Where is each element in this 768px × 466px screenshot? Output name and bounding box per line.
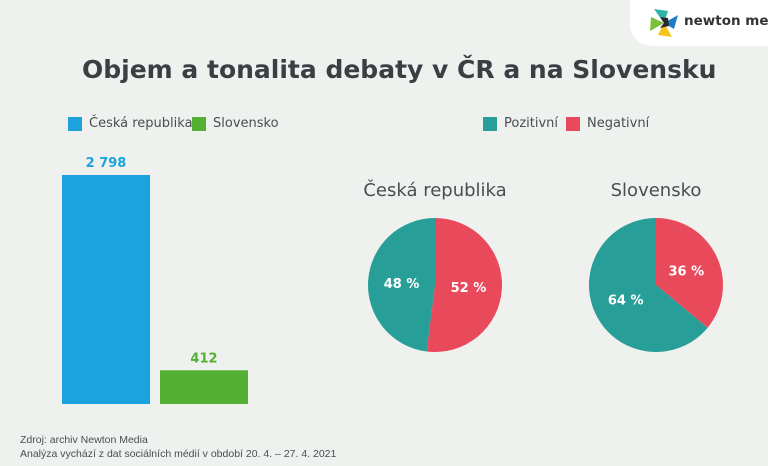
pie-title-slovensko: Slovensko [610,180,702,201]
legend-swatch [566,116,580,131]
legend-label: Slovensko [213,116,279,131]
pie-value-label: 48 % [384,277,420,292]
legend-swatch [483,116,497,131]
footer-source: Zdroj: archiv Newton Media [20,434,148,446]
chart-title: Objem a tonalita debaty v ČR a na Sloven… [82,55,717,84]
bar-value-label: 412 [190,351,217,366]
legend-label: Negativní [587,116,650,131]
pie-value-label: 64 % [608,293,644,308]
pie-title-ceska-republika: Česká republika [363,180,507,201]
logo: newton media [630,0,768,46]
legend-item-pozitivni: Pozitivní [483,116,558,131]
bar-ceska-republika [62,175,150,404]
legend-item-slovensko: Slovensko [192,116,279,131]
legend-item-ceska-republika: Česká republika [68,116,193,131]
pie-slice-ceska-republika-pozitivni [368,218,435,352]
legend-item-negativni: Negativní [566,116,649,131]
newton-media-logo-icon [650,9,678,37]
bar-value-label: 2 798 [86,156,127,171]
pie-slice-slovensko-negativni [656,218,723,328]
pie-value-label: 36 % [668,265,704,280]
legend-label: Pozitivní [504,116,559,131]
pie-slice-ceska-republika-negativni [426,218,503,352]
bar-slovensko [160,370,248,404]
pie-slice-slovensko-pozitivni [588,218,708,352]
legend-label: Česká republika [89,116,193,131]
legend-swatch [68,116,82,131]
logo-text: newton media [684,13,768,29]
legend-swatch [192,116,206,131]
footer-note: Analýza vychází z dat sociálních médií v… [20,448,337,460]
pie-value-label: 52 % [451,281,487,296]
